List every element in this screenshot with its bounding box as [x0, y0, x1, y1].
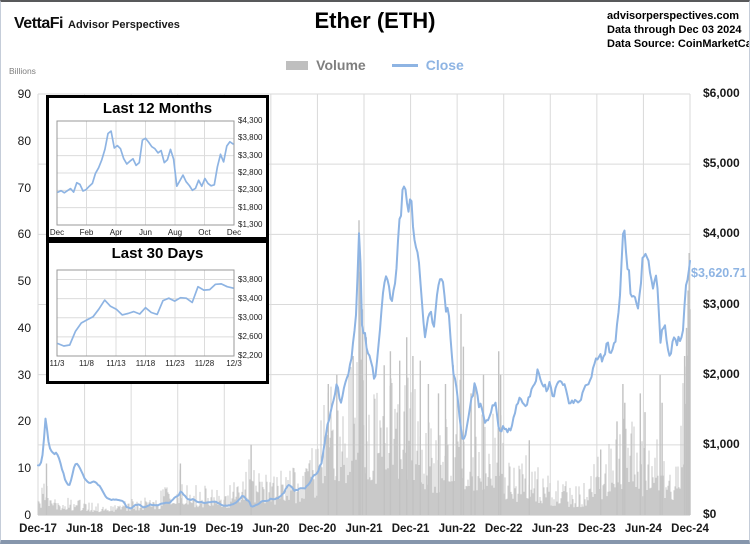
last-30-days-x-tick: 11/8: [79, 359, 94, 368]
main-x-tick: Dec-24: [671, 523, 709, 535]
left-axis-unit-label: Billions: [9, 66, 36, 76]
main-y-right-tick: $3,000: [703, 296, 740, 311]
main-y-left-tick: 40: [17, 320, 31, 335]
last-12-months-y-tick: $1,300: [238, 220, 263, 229]
main-x-tick: Jun-24: [624, 523, 662, 535]
main-y-left-tick: 80: [17, 133, 31, 148]
last-12-months-y-tick: $4,300: [238, 116, 263, 125]
main-x-tick: Dec-19: [205, 523, 244, 535]
last-12-months-y-tick: $1,800: [238, 202, 263, 212]
last-12-months-y-tick: $2,800: [238, 168, 263, 177]
inset-12-months-title: Last 12 Months: [102, 100, 213, 117]
main-y-left-tick: 70: [17, 180, 31, 195]
chart-legend: Volume Close: [1, 57, 749, 73]
vettafi-logo: VettaFi: [14, 15, 63, 32]
inset-30-days-canvas: [56, 269, 235, 357]
main-y-left-tick: 10: [17, 461, 31, 476]
main-x-tick: Dec-23: [577, 523, 616, 535]
inset-last-12-months: Last 12 Months $4,300 $3,800 $3,300 $2,800 $…: [46, 95, 269, 240]
main-y-right-tick: $1,000: [703, 436, 740, 451]
last-12-months-y-tick: $3,800: [238, 133, 263, 143]
main-y-right-tick: $6,000: [703, 86, 740, 100]
meta-data-through: Data through Dec 03 2024: [607, 24, 742, 36]
main-y-right-tick: $4,000: [703, 226, 740, 241]
last-12-months-y-tick: $3,300: [238, 150, 263, 160]
main-x-tick: Dec-17: [19, 523, 57, 535]
last-12-months-x-tick: Oct: [198, 228, 211, 237]
last-30-days-x-tick: 11/18: [135, 359, 156, 368]
last-12-months-x-tick: Dec: [49, 228, 65, 237]
main-y-right-tick: $5,000: [703, 156, 740, 171]
last-price-callout: $3,620.71: [691, 266, 747, 280]
close-line-swatch-icon: [391, 63, 418, 67]
meta-data-source: Data Source: CoinMarketCap: [607, 38, 750, 50]
main-x-tick: Jun-19: [159, 523, 197, 535]
main-x-tick: Dec-21: [391, 523, 430, 535]
last-12-months-x-tick: Apr: [109, 228, 123, 237]
last-30-days-y-tick: $3,000: [238, 312, 263, 322]
main-x-tick: Dec-20: [298, 523, 337, 535]
legend-close-label: Close: [425, 57, 464, 73]
main-y-left-tick: 50: [17, 274, 31, 289]
main-x-tick: Jun-18: [66, 523, 104, 535]
inset-30-days-title: Last 30 Days: [111, 245, 204, 262]
meta-site: advisorperspectives.com: [607, 10, 740, 22]
volume-swatch-icon: [286, 60, 309, 70]
last-30-days-y-tick: $3,800: [238, 274, 263, 284]
last-12-months-y-tick: $2,300: [238, 185, 263, 195]
main-x-tick: Dec-22: [484, 523, 523, 535]
main-y-left-tick: 90: [17, 87, 31, 101]
last-12-months-x-tick: Dec: [226, 228, 242, 237]
main-y-left-tick: 0: [24, 508, 31, 522]
last-12-months-x-tick: Aug: [167, 228, 183, 237]
last-12-months-x-tick: Jun: [139, 228, 152, 237]
legend-volume-label: Volume: [316, 57, 366, 73]
inset-last-30-days: Last 30 Days $3,800 $3,400 $3,000 $2,600 $2,…: [46, 240, 269, 384]
header-meta: advisorperspectives.com Data through Dec…: [607, 9, 750, 51]
main-y-left-tick: 30: [17, 367, 31, 382]
main-x-tick: Dec-18: [112, 523, 150, 535]
inset-12-months-canvas: [56, 120, 235, 226]
page-title: Ether (ETH): [314, 8, 436, 33]
last-30-days-x-tick: 12/3: [226, 359, 242, 368]
last-30-days-x-tick: 11/3: [49, 359, 65, 368]
main-y-right-tick: $0: [703, 507, 717, 521]
main-x-tick: Jun-22: [438, 523, 476, 535]
last-12-months-x-tick: Feb: [79, 228, 94, 237]
main-y-left-tick: 20: [17, 414, 31, 429]
last-30-days-x-tick: 11/13: [106, 359, 126, 368]
main-y-left-tick: 60: [17, 227, 31, 242]
last-30-days-y-tick: $3,400: [238, 293, 263, 303]
main-x-tick: Jun-23: [531, 523, 569, 535]
last-30-days-x-tick: 11/28: [194, 359, 215, 368]
last-30-days-y-tick: $2,200: [238, 351, 263, 360]
main-x-tick: Jun-20: [252, 523, 290, 535]
main-y-right-tick: $2,000: [703, 366, 740, 381]
last-30-days-y-tick: $2,600: [238, 331, 263, 341]
logo-subtitle: Advisor Perspectives: [68, 19, 180, 31]
last-30-days-x-tick: 11/23: [165, 359, 185, 368]
main-x-tick: Jun-21: [345, 523, 383, 535]
